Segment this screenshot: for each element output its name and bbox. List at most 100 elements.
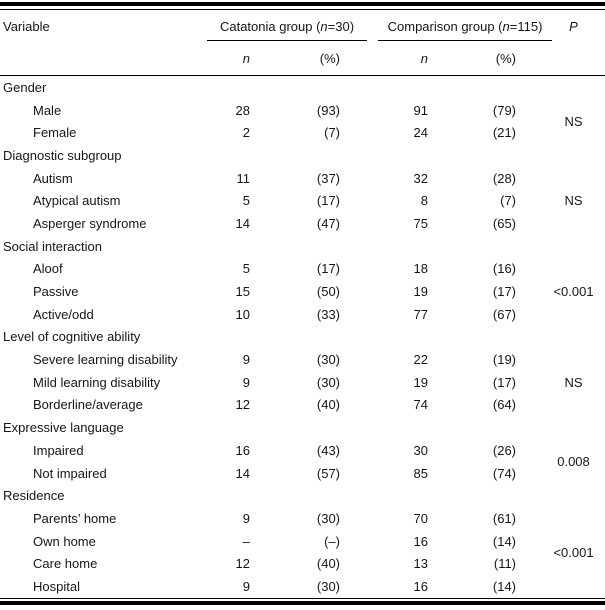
- variable-cell: Active/odd: [33, 306, 94, 322]
- catatonia-n-cell: 12: [235, 556, 250, 572]
- table-body: Gender Male 28 (93) 91 (79) NS Female 2 (7) 24 (21)…: [0, 76, 605, 598]
- comparison-percent-cell: (79): [492, 102, 517, 118]
- catatonia-n-cell: 11: [236, 170, 251, 186]
- table-row: Female 2 (7) 24 (21): [0, 121, 605, 144]
- section-row: Social interaction: [0, 235, 605, 258]
- section-row: Level of cognitive ability: [0, 326, 605, 349]
- comparison-percent-cell: (26): [492, 442, 517, 458]
- catatonia-percent-cell: (57): [316, 465, 341, 481]
- bottom-rule-thick: [0, 600, 605, 605]
- catatonia-percent-cell: (40): [316, 397, 341, 413]
- subheader-catatonia-percent: (%): [257, 41, 368, 76]
- catatonia-group-count: =30): [327, 19, 355, 34]
- comparison-percent-cell: (17): [492, 374, 517, 390]
- catatonia-n-cell: 10: [235, 306, 250, 322]
- comparison-n-cell: 8: [420, 193, 429, 209]
- catatonia-percent-cell: (17): [316, 261, 341, 277]
- table-header: Variable Catatonia group (n=30) Comparis…: [0, 10, 605, 76]
- variable-cell: Aloof: [33, 261, 63, 277]
- comparison-n-cell: 32: [413, 170, 429, 186]
- variable-cell: Hospital: [33, 578, 80, 594]
- catatonia-n-cell: 14: [235, 215, 250, 231]
- comparison-percent-cell: (7): [500, 193, 517, 209]
- catatonia-percent-cell: (40): [316, 556, 341, 572]
- catatonia-percent-cell: (93): [316, 102, 341, 118]
- catatonia-n-cell: 5: [242, 261, 250, 277]
- comparison-percent-cell: (16): [492, 261, 517, 277]
- catatonia-percent-cell: (7): [324, 125, 341, 141]
- comparison-n-cell: 77: [413, 306, 429, 322]
- subheader-comparison-percent: (%): [432, 41, 553, 76]
- catatonia-n-cell: 9: [242, 352, 250, 368]
- column-header-catatonia-group: Catatonia group (n=30): [200, 10, 368, 41]
- variable-cell: Passive: [33, 284, 79, 300]
- table-row: Parents’ home 9 (30) 70 (61) <0.001: [0, 507, 605, 560]
- catatonia-group-label: Catatonia group (: [219, 19, 321, 34]
- column-header-variable: Variable: [0, 10, 200, 76]
- comparison-percent-cell: (19): [492, 352, 517, 368]
- comparison-group-label: Comparison group (: [387, 19, 503, 34]
- section-row: Expressive language: [0, 416, 605, 439]
- p-value-cell: NS: [564, 113, 583, 129]
- variable-cell: Not impaired: [33, 465, 107, 481]
- comparison-n-cell: 22: [413, 352, 429, 368]
- table-row: Severe learning disability 9 (30) 22 (19) NS: [0, 348, 605, 390]
- comparison-percent-cell: (61): [492, 510, 517, 526]
- comparison-percent-cell: (74): [492, 465, 517, 481]
- top-rule-thin: [0, 8, 605, 10]
- catatonia-n-cell: 12: [235, 397, 250, 413]
- comparison-n-cell: 74: [413, 397, 429, 413]
- table-row: Mild learning disability 9 (30) 19 (17): [0, 371, 605, 394]
- variable-cell: Parents’ home: [33, 510, 117, 526]
- top-rule-thick: [0, 2, 605, 6]
- table-row: Autism 11 (37) 32 (28) NS: [0, 167, 605, 209]
- variable-cell: Asperger syndrome: [33, 215, 147, 231]
- variable-cell: Own home: [33, 533, 96, 549]
- catatonia-percent-cell: (30): [316, 510, 341, 526]
- comparison-percent-cell: (67): [492, 306, 517, 322]
- p-value-cell: <0.001: [553, 284, 594, 300]
- table-row: Active/odd 10 (33) 77 (67): [0, 303, 605, 326]
- catatonia-n-cell: 15: [235, 284, 250, 300]
- variable-cell: Atypical autism: [33, 193, 121, 209]
- comparison-percent-cell: (14): [492, 578, 517, 594]
- catatonia-percent-cell: (37): [316, 170, 341, 186]
- comparison-n-cell: 16: [413, 578, 429, 594]
- column-header-p: P: [552, 10, 605, 76]
- catatonia-percent-cell: (30): [316, 352, 341, 368]
- comparison-group-count: =115): [509, 19, 543, 34]
- comparison-n-cell: 18: [413, 261, 429, 277]
- catatonia-percent-cell: (33): [316, 306, 341, 322]
- section-label: Level of cognitive ability: [3, 329, 141, 345]
- comparison-percent-cell: (17): [492, 284, 517, 300]
- variable-cell: Care home: [33, 556, 98, 572]
- section-row: Gender: [0, 76, 605, 99]
- comparison-n-cell: 70: [413, 510, 429, 526]
- statistics-table: Variable Catatonia group (n=30) Comparis…: [0, 10, 605, 598]
- section-label: Gender: [3, 79, 47, 95]
- comparison-n-cell: 13: [413, 556, 429, 572]
- section-label: Diagnostic subgroup: [3, 147, 122, 163]
- variable-cell: Autism: [33, 170, 73, 186]
- group-header-row: Variable Catatonia group (n=30) Comparis…: [0, 10, 605, 76]
- subheader-catatonia-n: n: [200, 41, 257, 76]
- catatonia-n-cell: –: [242, 533, 250, 549]
- section-label: Residence: [3, 488, 65, 504]
- p-value-cell: NS: [564, 193, 583, 209]
- variable-cell: Impaired: [33, 442, 84, 458]
- catatonia-percent-cell: (30): [316, 578, 341, 594]
- comparison-n-cell: 16: [413, 533, 429, 549]
- comparison-n-cell: 19: [413, 374, 429, 390]
- catatonia-n-cell: 5: [242, 193, 250, 209]
- catatonia-percent-cell: (30): [316, 374, 341, 390]
- catatonia-n-cell: 16: [235, 442, 250, 458]
- catatonia-n-cell: 9: [242, 510, 250, 526]
- comparison-n-cell: 24: [413, 125, 429, 141]
- table-row: Hospital 9 (30) 16 (14): [0, 575, 605, 598]
- bottom-rule-thin: [0, 597, 605, 600]
- table-row: Atypical autism 5 (17) 8 (7): [0, 189, 605, 212]
- p-value-cell: <0.001: [553, 544, 594, 560]
- catatonia-n-cell: 9: [242, 374, 250, 390]
- table-row: Aloof 5 (17) 18 (16) <0.001: [0, 258, 605, 299]
